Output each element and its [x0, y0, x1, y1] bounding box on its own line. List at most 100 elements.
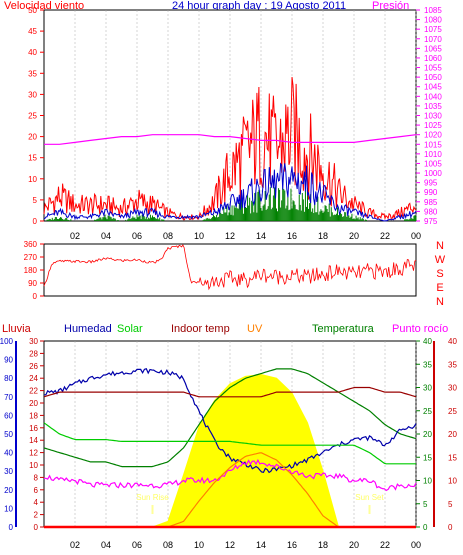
temp-y-tick-label: 15: [423, 453, 432, 462]
humidity-y-tick-label: 70: [4, 393, 13, 402]
wind-y-tick-label: 50: [28, 6, 37, 15]
rain2-y-tick-label: 30: [448, 384, 457, 393]
temp-x-tick-label: 00: [411, 540, 421, 550]
pressure-line: [44, 134, 417, 145]
temp-humidity-panel: 0102030405060708090100024681012141618202…: [0, 337, 457, 550]
rain-y-tick-label: 10: [29, 461, 38, 470]
rain2-y-tick-label: 20: [448, 430, 457, 439]
pressure-y-tick-label: 1025: [424, 121, 442, 130]
humidity-y-tick-label: 60: [4, 411, 13, 420]
compass-label: E: [436, 282, 443, 294]
pressure-y-tick-label: 980: [424, 207, 438, 216]
chart-title: 24 hour graph day : 19 Agosto 2011: [172, 0, 346, 12]
wind-y-tick-label: 35: [28, 69, 37, 78]
wind-x-tick-label: 06: [132, 231, 142, 241]
pressure-y-tick-label: 1060: [424, 54, 442, 63]
legend-lluvia: Lluvia: [2, 323, 32, 335]
compass-label: S: [436, 268, 443, 280]
temp-y-tick-label: 0: [423, 523, 428, 532]
pressure-y-tick-label: 1000: [424, 169, 442, 178]
temp-x-tick-label: 20: [349, 540, 359, 550]
rain-y-tick-label: 24: [29, 374, 38, 383]
temp-y-tick-label: 5: [423, 500, 428, 509]
direction-y-tick-label: 90: [28, 279, 37, 288]
rain-y-tick-label: 14: [29, 436, 38, 445]
direction-y-tick-label: 270: [24, 253, 38, 262]
rain2-y-tick-label: 15: [448, 453, 457, 462]
pressure-y-tick-label: 1010: [424, 150, 442, 159]
temp-x-tick-label: 02: [70, 540, 80, 550]
legend-humedad: Humedad: [64, 323, 112, 335]
wind-x-tick-label: 02: [70, 231, 80, 241]
pressure-y-tick-label: 1055: [424, 64, 442, 73]
legend-uv: UV: [247, 323, 263, 335]
pressure-y-tick-label: 985: [424, 198, 438, 207]
pressure-y-tick-label: 975: [424, 217, 438, 226]
temp-x-tick-label: 04: [101, 540, 111, 550]
rain2-y-tick-label: 25: [448, 407, 457, 416]
temp-x-tick-label: 18: [318, 540, 328, 550]
rain-y-tick-label: 22: [29, 387, 38, 396]
wind-speed-line: [43, 77, 417, 221]
rain-y-tick-label: 8: [34, 473, 39, 482]
rain2-y-tick-label: 0: [448, 523, 453, 532]
pressure-y-tick-label: 1085: [424, 6, 442, 15]
rain-y-tick-label: 20: [29, 399, 38, 408]
wind-x-tick-label: 14: [256, 231, 266, 241]
pressure-y-tick-label: 1040: [424, 92, 442, 101]
rain2-y-tick-label: 10: [448, 477, 457, 486]
rain2-y-tick-label: 5: [448, 500, 453, 509]
humidity-y-tick-label: 30: [4, 467, 13, 476]
temp-x-tick-label: 22: [380, 540, 390, 550]
wind-direction-line: [43, 244, 417, 291]
series-line-punto: [44, 458, 417, 492]
rain-y-tick-label: 2: [34, 511, 39, 520]
humidity-y-tick-label: 90: [4, 356, 13, 365]
temp-x-tick-label: 10: [194, 540, 204, 550]
humidity-y-tick-label: 0: [9, 523, 14, 532]
wind-gust-line: [43, 162, 417, 222]
pressure-y-tick-label: 1080: [424, 16, 442, 25]
pressure-y-tick-label: 1030: [424, 112, 442, 121]
legend-punto-rocio: Punto rocío: [392, 323, 448, 335]
wind-y-tick-label: 25: [28, 112, 37, 121]
pressure-y-tick-label: 1065: [424, 44, 442, 53]
direction-y-tick-label: 360: [24, 240, 38, 249]
compass-label: W: [435, 254, 446, 266]
wind-y-tick-label: 40: [28, 48, 37, 57]
direction-y-tick-label: 180: [24, 266, 38, 275]
temp-y-tick-label: 10: [423, 477, 432, 486]
humidity-y-tick-label: 10: [4, 504, 13, 513]
temp-y-tick-label: 30: [423, 384, 432, 393]
rain-y-tick-label: 6: [34, 486, 39, 495]
series-line-humedad: [43, 367, 417, 474]
legend-temperatura: Temperatura: [312, 323, 375, 335]
temp-x-tick-label: 12: [225, 540, 235, 550]
humidity-y-tick-label: 80: [4, 374, 13, 383]
humidity-y-tick-label: 50: [4, 430, 13, 439]
series-line-solar_line: [43, 422, 416, 465]
pressure-y-tick-label: 1015: [424, 140, 442, 149]
rain-y-tick-label: 12: [29, 449, 38, 458]
pressure-y-tick-label: 1045: [424, 83, 442, 92]
wind-y-tick-label: 20: [28, 133, 37, 142]
wind-y-tick-label: 30: [28, 90, 37, 99]
wind-y-tick-label: 10: [28, 175, 37, 184]
rain2-y-tick-label: 40: [448, 337, 457, 346]
wind-x-tick-label: 20: [349, 231, 359, 241]
temp-x-tick-label: 14: [256, 540, 266, 550]
sunrise-label: Sun Rise: [136, 493, 169, 502]
wind-y-tick-label: 0: [33, 217, 38, 226]
legend-solar: Solar: [117, 323, 143, 335]
rain-y-tick-label: 16: [29, 424, 38, 433]
temp-x-tick-label: 08: [163, 540, 173, 550]
pressure-y-tick-label: 990: [424, 188, 438, 197]
wind-pressure-panel: 0510152025303540455097598098599099510001…: [28, 6, 442, 241]
temp-y-tick-label: 35: [423, 360, 432, 369]
wind-x-tick-label: 04: [101, 231, 111, 241]
pressure-axis-title: Presión: [372, 0, 409, 12]
temp-x-tick-label: 16: [287, 540, 297, 550]
wind-x-tick-label: 18: [318, 231, 328, 241]
pressure-y-tick-label: 1020: [424, 131, 442, 140]
